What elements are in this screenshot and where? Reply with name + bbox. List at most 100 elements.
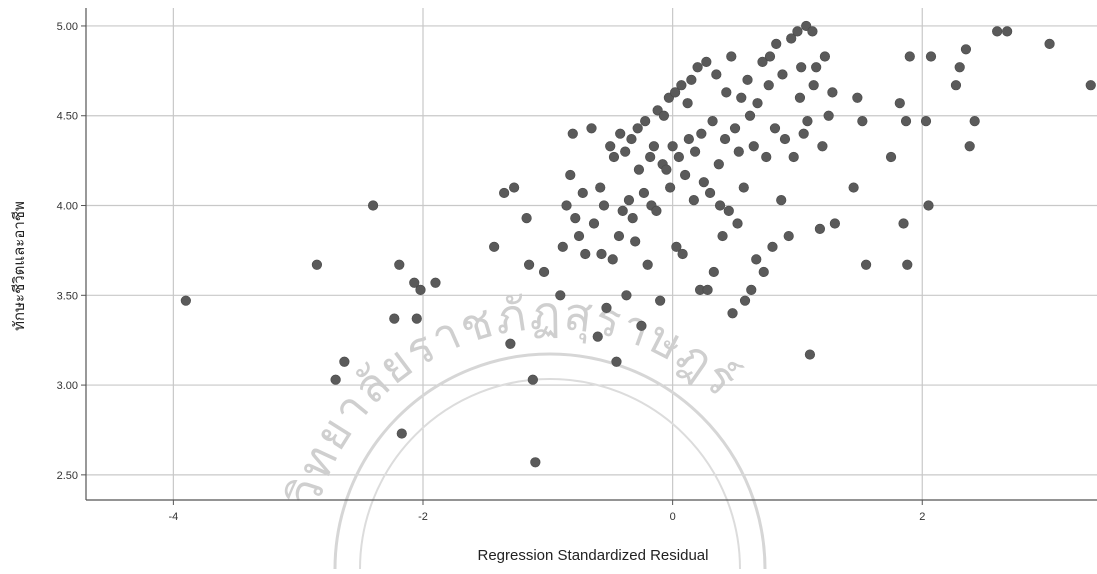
data-point — [527, 374, 538, 385]
data-point — [757, 56, 768, 67]
data-point — [960, 44, 972, 55]
data-point — [658, 110, 669, 121]
data-point — [598, 200, 610, 211]
data-point — [623, 195, 635, 206]
data-point — [605, 141, 616, 152]
data-point — [633, 164, 645, 175]
data-point — [596, 248, 607, 260]
data-point — [521, 212, 532, 224]
data-point — [686, 74, 697, 85]
data-point — [651, 205, 662, 217]
y-tick-label: 4.00 — [57, 201, 78, 213]
data-point — [523, 259, 535, 270]
data-point — [733, 146, 744, 157]
data-point — [900, 116, 912, 127]
data-point — [727, 308, 738, 319]
data-point — [673, 151, 684, 163]
data-point — [723, 205, 734, 217]
data-point — [389, 313, 400, 324]
data-point — [860, 259, 872, 270]
data-point — [620, 146, 631, 157]
data-point — [1085, 80, 1096, 91]
data-points — [180, 20, 1096, 468]
y-tick-label: 3.00 — [57, 380, 78, 392]
data-point — [655, 295, 666, 306]
data-point — [771, 38, 782, 50]
data-point — [808, 80, 819, 91]
data-point — [992, 26, 1003, 37]
data-point — [595, 182, 606, 193]
grid — [86, 8, 1097, 500]
data-point — [696, 128, 707, 139]
data-point — [339, 356, 350, 367]
data-point — [621, 290, 632, 301]
x-tick-label: 0 — [670, 511, 676, 523]
data-point — [819, 51, 831, 62]
data-point — [608, 151, 620, 163]
data-point — [567, 128, 578, 139]
data-point — [746, 284, 757, 296]
data-point — [848, 182, 859, 193]
data-point — [776, 195, 787, 206]
data-point — [415, 284, 426, 296]
data-point — [796, 62, 807, 73]
data-point — [557, 241, 568, 252]
data-point — [898, 218, 909, 229]
data-point — [827, 87, 838, 98]
data-point — [964, 141, 975, 152]
data-point — [499, 187, 510, 199]
data-point — [786, 33, 797, 44]
y-tick-label: 5.00 — [57, 21, 78, 33]
data-point — [701, 56, 712, 67]
data-point — [769, 123, 781, 134]
data-point — [829, 218, 840, 229]
data-point — [638, 187, 650, 199]
data-point — [732, 218, 743, 229]
data-point — [885, 151, 897, 163]
data-point — [573, 230, 585, 242]
data-point — [752, 98, 763, 109]
data-point — [661, 164, 672, 175]
data-point — [792, 26, 803, 37]
data-point — [739, 295, 751, 306]
y-tick-label: 3.50 — [57, 290, 78, 302]
data-point — [642, 259, 653, 270]
data-point — [758, 266, 769, 278]
data-point — [555, 290, 566, 301]
data-point — [601, 302, 612, 313]
data-point — [719, 133, 731, 145]
data-point — [714, 200, 726, 211]
data-point — [925, 51, 937, 62]
data-point — [704, 187, 716, 199]
data-point — [954, 62, 965, 73]
data-point — [950, 80, 962, 91]
data-point — [708, 266, 719, 278]
data-point — [804, 349, 816, 360]
data-point — [788, 151, 799, 163]
data-point — [794, 92, 806, 103]
data-point — [779, 133, 791, 145]
data-point — [802, 116, 813, 127]
data-point — [509, 182, 520, 193]
data-point — [744, 110, 756, 121]
data-point — [645, 151, 656, 163]
data-point — [530, 457, 541, 468]
data-point — [777, 69, 788, 80]
y-tick-label: 2.50 — [57, 470, 78, 482]
data-point — [711, 69, 722, 80]
data-point — [617, 205, 628, 217]
data-point — [807, 26, 818, 37]
data-point — [692, 62, 703, 73]
data-point — [586, 123, 597, 134]
data-point — [742, 74, 753, 85]
data-point — [367, 200, 379, 211]
data-point — [615, 128, 626, 139]
data-point — [717, 230, 728, 242]
data-point — [698, 177, 709, 188]
data-point — [632, 123, 643, 134]
data-point — [817, 141, 828, 152]
data-point — [680, 169, 691, 181]
data-point — [761, 151, 772, 163]
